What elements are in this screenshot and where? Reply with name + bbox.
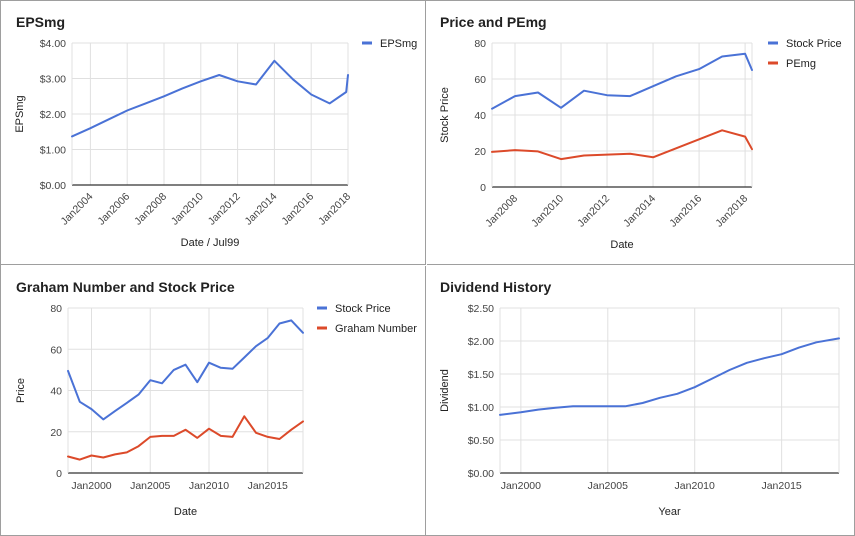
chart-title: EPSmg (16, 14, 65, 30)
y-tick-label: 80 (474, 38, 486, 50)
y-tick-label: $2.00 (468, 336, 494, 348)
x-tick-label: Jan2016 (667, 193, 704, 230)
y-tick-label: 40 (474, 110, 486, 122)
x-tick-label: Jan2000 (501, 480, 541, 492)
x-tick-label: Jan2012 (206, 191, 243, 228)
y-tick-label: $2.50 (468, 303, 494, 315)
y-tick-label: $0.00 (468, 468, 494, 480)
graham-number-chart-svg: Graham Number and Stock Price 0 20 40 60 80 Ja… (15, 279, 417, 518)
y-axis-label: Stock Price (439, 87, 451, 143)
x-tick-label: Jan2005 (130, 480, 170, 492)
chart-panel-price-pemg: Price and PEmg 0 20 40 60 80 Jan2008 Jan2010 Jan… (427, 1, 854, 265)
x-tick-label: Jan2010 (529, 193, 566, 230)
x-axis-label: Date (610, 239, 633, 251)
y-tick-label: 60 (474, 74, 486, 86)
y-tick-label: $1.50 (468, 369, 494, 381)
graham-number-series-line (67, 415, 304, 461)
y-tick-label: $0.50 (468, 435, 494, 447)
x-axis-label: Year (658, 506, 681, 518)
chart-title: Price and PEmg (440, 14, 547, 30)
x-tick-label: Jan2010 (189, 480, 229, 492)
y-tick-label: 40 (50, 386, 62, 398)
x-tick-label: Jan2015 (761, 480, 801, 492)
x-tick-label: Jan2018 (316, 191, 353, 228)
y-tick-label: 0 (480, 182, 486, 194)
legend-entry: PEmg (786, 58, 816, 70)
epsmg-series-line (71, 59, 349, 138)
y-tick-label: $1.00 (468, 402, 494, 414)
x-tick-label: Jan2008 (132, 191, 169, 228)
chart-title: Dividend History (440, 279, 551, 295)
stock-price-series-line (67, 319, 304, 421)
legend-entry: EPSmg (380, 38, 417, 50)
chart-panel-dividend-history: Dividend History $0.00 $0.50 $1.00 $1.50 $2.0… (427, 266, 854, 535)
y-tick-label: 60 (50, 344, 62, 356)
pemg-series-line (491, 129, 753, 161)
x-tick-label: Jan2014 (243, 191, 280, 228)
y-tick-label: 20 (474, 146, 486, 158)
y-axis-label: Dividend (439, 369, 451, 412)
x-tick-label: Jan2000 (71, 480, 111, 492)
y-tick-label: 80 (50, 303, 62, 315)
y-tick-label: 20 (50, 427, 62, 439)
legend-entry: Stock Price (786, 38, 842, 50)
x-axis-label: Date / Jul99 (181, 237, 240, 249)
y-axis-label: Price (15, 378, 27, 403)
legend-entry: Graham Number (335, 323, 417, 335)
chart-panel-epsmg: EPSmg $0.00 $1.00 $2.00 $3.00 $4.00 Jan2004 Jan… (1, 1, 426, 265)
chart-title: Graham Number and Stock Price (16, 279, 235, 295)
y-tick-label: $1.00 (40, 145, 66, 157)
x-tick-label: Jan2006 (95, 191, 132, 228)
x-tick-label: Jan2010 (675, 480, 715, 492)
legend-entry: Stock Price (335, 303, 391, 315)
y-tick-label: $2.00 (40, 109, 66, 121)
y-tick-label: $3.00 (40, 74, 66, 86)
x-axis-label: Date (174, 506, 197, 518)
y-axis-label: EPSmg (14, 95, 26, 132)
x-tick-label: Jan2015 (248, 480, 288, 492)
dividend-history-chart-svg: Dividend History $0.00 $0.50 $1.00 $1.50 $2.0… (439, 279, 840, 518)
x-tick-label: Jan2008 (483, 193, 520, 230)
x-tick-label: Jan2010 (169, 191, 206, 228)
y-tick-label: $4.00 (40, 38, 66, 50)
dividend-series-line (499, 337, 840, 416)
chart-panel-graham-number: Graham Number and Stock Price 0 20 40 60 80 Ja… (1, 266, 426, 535)
y-tick-label: 0 (56, 468, 62, 480)
stock-price-series-line (491, 52, 753, 110)
y-tick-label: $0.00 (40, 180, 66, 192)
x-tick-label: Jan2012 (575, 193, 612, 230)
x-tick-label: Jan2004 (59, 191, 96, 228)
x-tick-label: Jan2014 (621, 193, 658, 230)
x-tick-label: Jan2016 (279, 191, 316, 228)
x-tick-label: Jan2005 (588, 480, 628, 492)
x-tick-label: Jan2018 (713, 193, 750, 230)
